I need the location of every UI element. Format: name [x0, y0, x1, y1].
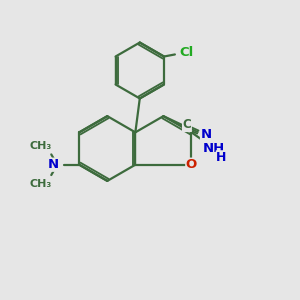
Text: H: H — [216, 151, 227, 164]
Text: CH₃: CH₃ — [29, 141, 52, 151]
Text: Cl: Cl — [179, 46, 194, 59]
Text: C: C — [183, 118, 191, 131]
Text: NH: NH — [202, 142, 225, 155]
Text: N: N — [48, 158, 59, 171]
Text: CH₃: CH₃ — [29, 179, 52, 189]
Text: O: O — [186, 158, 197, 171]
Text: N: N — [200, 128, 212, 142]
